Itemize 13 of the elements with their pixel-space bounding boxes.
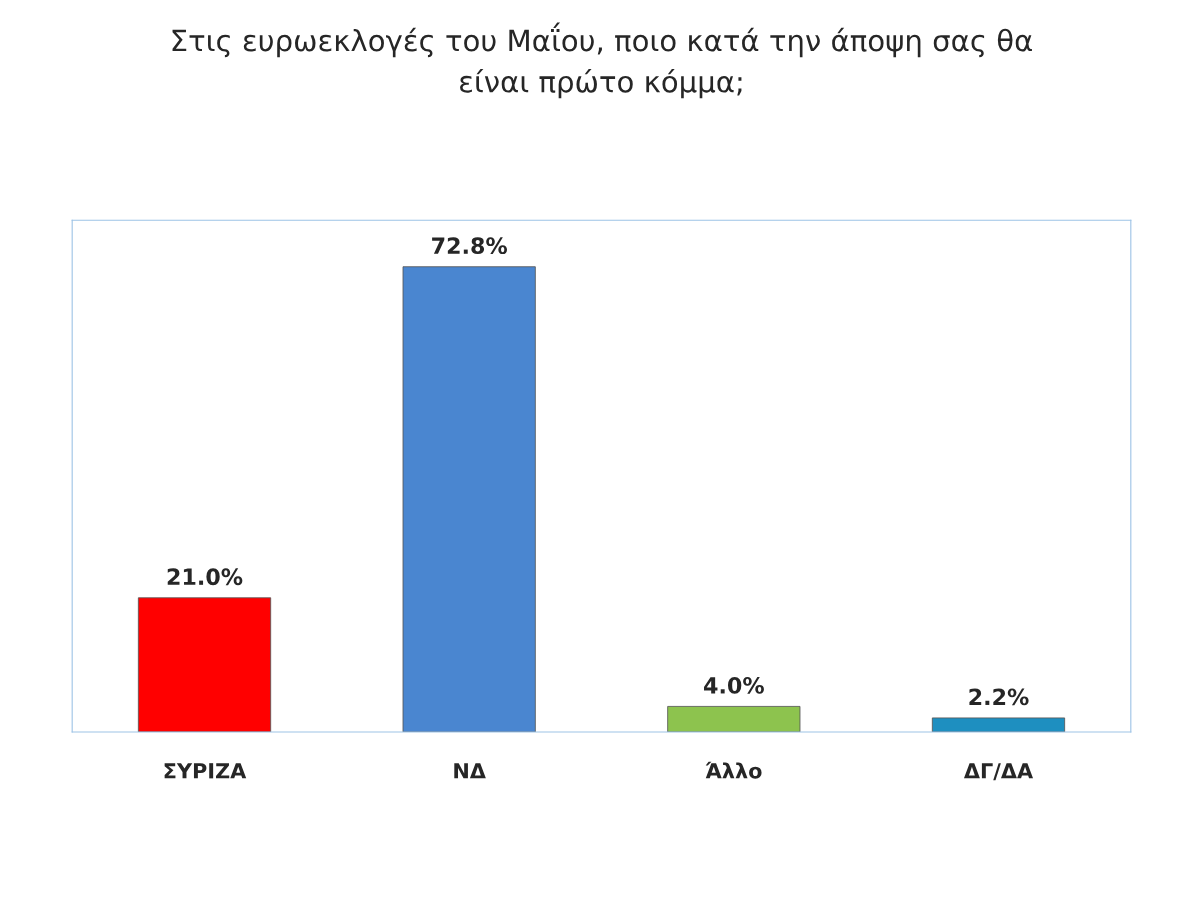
bar: [667, 705, 801, 732]
bar: [402, 266, 536, 732]
x-tick-label: ΝΔ: [454, 763, 486, 779]
x-tick-label: ΔΓ/ΔΑ: [963, 763, 1034, 781]
bar: [931, 717, 1066, 732]
x-tick-label: Άλλο: [705, 761, 762, 779]
data-label: 4.0%: [704, 676, 764, 694]
bar: [137, 597, 272, 732]
x-tick-label: ΣΥΡΙΖΑ: [164, 763, 247, 779]
data-label: 72.8%: [432, 237, 508, 255]
chart-title: Στις ευρωεκλογές του Μαΐου, ποιο κατά την άποψη σας θα είναι πρώτο κόμμα;: [172, 22, 1032, 99]
data-label: 2.2%: [969, 688, 1029, 706]
data-label: 21.0%: [167, 568, 243, 586]
